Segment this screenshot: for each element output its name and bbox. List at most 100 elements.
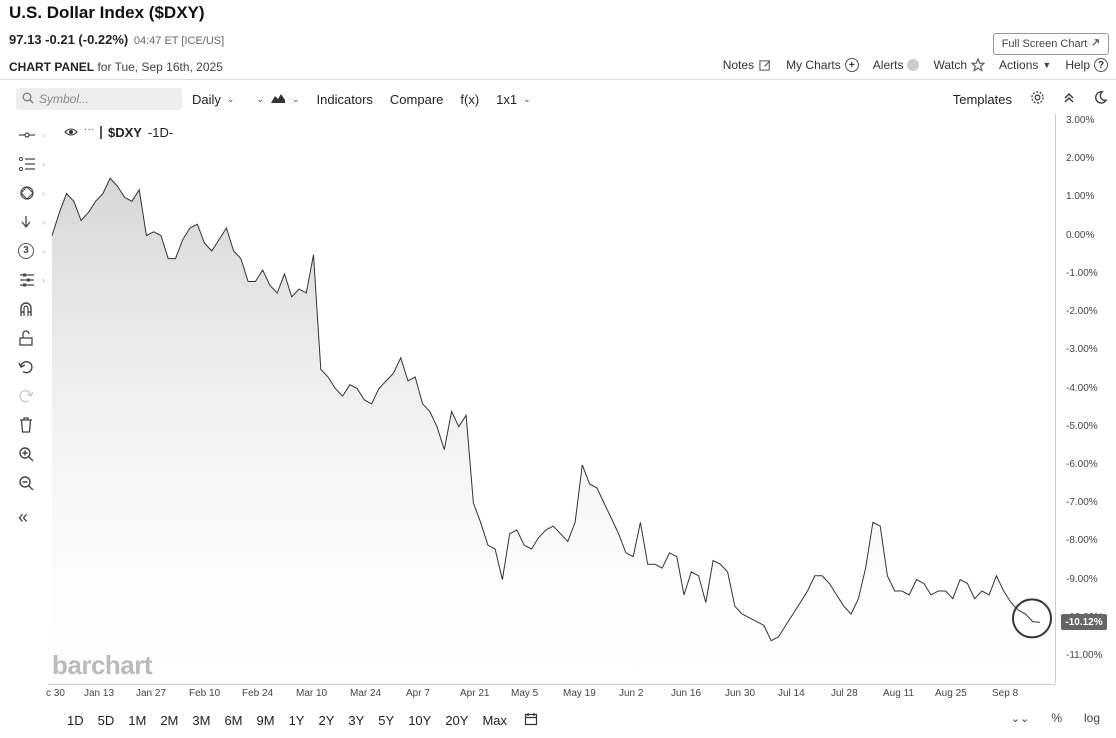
calendar-icon[interactable] (524, 712, 538, 731)
x-tick-label: Mar 10 (296, 688, 328, 699)
chart-legend: ··· $DXY -1D- (64, 124, 173, 140)
full-screen-chart-button[interactable]: Full Screen Chart (993, 33, 1109, 55)
full-screen-label: Full Screen Chart (1001, 38, 1088, 50)
measure-tool[interactable]: › (18, 265, 52, 294)
range-button-3y[interactable]: 3Y (348, 712, 365, 728)
templates-button[interactable]: Templates (952, 91, 1012, 107)
legend-symbol: $DXY (108, 125, 142, 140)
range-button-20y[interactable]: 20Y (445, 712, 469, 728)
layout-dropdown[interactable]: 1x1 ⌄ (496, 92, 531, 107)
price-chart[interactable] (0, 114, 1116, 714)
chart-panel-date: for Tue, Sep 16th, 2025 (97, 60, 223, 74)
zoom-out-button[interactable] (18, 468, 52, 497)
interval-dropdown[interactable]: Daily ⌄ (192, 92, 234, 107)
range-button-max[interactable]: Max (482, 712, 508, 728)
x-tick-label: Apr 7 (406, 688, 430, 699)
zoom-in-button[interactable] (18, 439, 52, 468)
my-charts-label: My Charts (786, 58, 841, 72)
range-button-6m[interactable]: 6M (224, 712, 243, 728)
submenu-arrow-icon: › (42, 158, 45, 169)
redo-button[interactable] (18, 381, 52, 410)
line-tool-icon (18, 130, 36, 140)
x-tick-label: Jun 2 (619, 688, 644, 699)
range-button-1y[interactable]: 1Y (288, 712, 305, 728)
range-button-2m[interactable]: 2M (160, 712, 179, 728)
chevron-down-icon: ⌄ (256, 93, 264, 104)
x-tick-label: Sep 8 (992, 688, 1019, 699)
double-chevron-down-icon[interactable]: ⌄⌄ (1010, 712, 1030, 725)
plus-circle-icon: + (844, 58, 859, 72)
x-tick-label: Jan 13 (84, 688, 115, 699)
notes-link[interactable]: Notes (723, 58, 772, 72)
symbol-search-input[interactable]: Symbol... (16, 88, 182, 110)
range-button-5d[interactable]: 5D (97, 712, 115, 728)
search-icon (22, 92, 34, 107)
trash-icon (18, 416, 34, 434)
collapse-up-icon[interactable] (1063, 92, 1075, 107)
series-color-bar (100, 126, 102, 139)
range-button-1d[interactable]: 1D (67, 712, 84, 728)
y-tick-label: -1.00% (1066, 267, 1098, 279)
y-tick-label: 0.00% (1066, 229, 1095, 241)
range-button-5y[interactable]: 5Y (378, 712, 395, 728)
y-axis[interactable]: 3.00% 2.00% 1.00% 0.00% -1.00% -2.00% -3.00% -4… (1055, 114, 1116, 684)
zoom-in-icon (18, 446, 34, 462)
x-tick-label: Feb 24 (242, 688, 274, 699)
x-axis[interactable]: c 30 Jan 13 Jan 27 Feb 10 Feb 24 Mar 10 Mar 24… (46, 684, 1055, 702)
expand-icon (1091, 38, 1100, 50)
shape-tool[interactable]: › (18, 178, 52, 207)
chevron-down-icon: ⌄ (226, 93, 235, 104)
scale-controls: ⌄⌄ % log (1011, 711, 1100, 725)
log-scale-button[interactable]: log (1083, 711, 1100, 725)
arrow-tool[interactable]: › (18, 207, 52, 236)
gear-icon[interactable] (1030, 90, 1045, 108)
watch-link[interactable]: Watch (933, 58, 986, 72)
indicators-button[interactable]: Indicators (316, 91, 373, 107)
range-button-9m[interactable]: 9M (256, 712, 275, 728)
quote-time: 04:47 ET [ICE/US] (133, 35, 225, 47)
question-icon: ? (1094, 58, 1108, 72)
more-dots-icon[interactable]: ··· (84, 124, 94, 135)
fib-tool[interactable]: › (18, 149, 52, 178)
x-tick-label: Aug 25 (935, 688, 967, 699)
lock-tool[interactable] (18, 323, 52, 352)
interval-label: Daily (192, 91, 221, 107)
collapse-toolbar-button[interactable]: « (18, 503, 52, 532)
page-title: U.S. Dollar Index ($DXY) (9, 3, 205, 22)
x-tick-label: Aug 11 (883, 688, 914, 699)
x-tick-label: May 5 (511, 688, 539, 699)
price-area-fill (52, 178, 1040, 685)
undo-button[interactable] (18, 352, 52, 381)
moon-icon[interactable] (1093, 90, 1108, 108)
number-tool[interactable]: 3 › (18, 236, 52, 265)
actions-menu[interactable]: Actions ▼ (999, 58, 1051, 72)
range-button-3m[interactable]: 3M (192, 712, 211, 728)
chevron-down-icon: ⌄ (523, 93, 531, 104)
delete-button[interactable] (18, 410, 52, 439)
last-price: 97.13 (9, 32, 42, 47)
layout-label: 1x1 (496, 91, 518, 107)
fx-button[interactable]: f(x) (460, 91, 480, 107)
zoom-out-icon (18, 475, 34, 491)
magnet-tool[interactable] (18, 294, 52, 323)
shape-tool-icon (18, 184, 36, 202)
alerts-link[interactable]: Alerts (873, 58, 920, 72)
range-button-1m[interactable]: 1M (128, 712, 147, 728)
submenu-arrow-icon: › (42, 274, 45, 285)
chart-type-dropdown[interactable]: ⌄ ⌄ (256, 92, 300, 107)
y-tick-label: -5.00% (1066, 420, 1098, 432)
help-link[interactable]: Help ? (1065, 58, 1108, 72)
percent-scale-button[interactable]: % (1051, 711, 1062, 725)
eye-icon[interactable] (64, 125, 78, 140)
range-button-10y[interactable]: 10Y (408, 712, 432, 728)
x-tick-label: c 30 (46, 688, 65, 699)
my-charts-link[interactable]: My Charts + (786, 58, 859, 72)
y-tick-label: -9.00% (1066, 573, 1098, 585)
measure-tool-icon (18, 272, 36, 288)
line-tool[interactable]: › (18, 120, 52, 149)
compare-button[interactable]: Compare (389, 91, 444, 107)
drawing-toolbar: › › › › 3 › › « (18, 120, 52, 532)
range-button-2y[interactable]: 2Y (318, 712, 335, 728)
y-tick-label: 2.00% (1066, 153, 1095, 165)
chart-panel-label: CHART PANEL (9, 60, 95, 74)
